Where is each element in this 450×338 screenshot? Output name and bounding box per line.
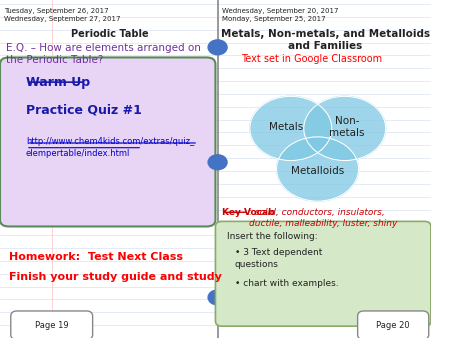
Text: : solid, conductors, insulators,
ductile, malleability, luster, shiny: : solid, conductors, insulators, ductile… — [249, 208, 397, 228]
Text: Insert the following:: Insert the following: — [227, 232, 318, 241]
Text: Page 20: Page 20 — [376, 321, 410, 330]
Text: Practice Quiz #1: Practice Quiz #1 — [26, 103, 142, 116]
Text: Metals: Metals — [270, 122, 304, 132]
Text: Wednesday, September 27, 2017: Wednesday, September 27, 2017 — [4, 16, 121, 22]
Circle shape — [304, 96, 386, 161]
Circle shape — [277, 137, 359, 201]
Text: Monday, September 25, 2017: Monday, September 25, 2017 — [222, 16, 325, 22]
Text: Wednesday, September 20, 2017: Wednesday, September 20, 2017 — [222, 8, 338, 15]
FancyBboxPatch shape — [11, 311, 93, 338]
FancyBboxPatch shape — [0, 57, 216, 226]
Text: Homework:  Test Next Class: Homework: Test Next Class — [9, 252, 183, 262]
Text: Metals, Non-metals, and Metalloids
and Families: Metals, Non-metals, and Metalloids and F… — [221, 29, 430, 51]
Circle shape — [250, 96, 332, 161]
Text: Text set in Google Classroom: Text set in Google Classroom — [241, 54, 382, 64]
Text: Warm Up: Warm Up — [26, 76, 90, 89]
Circle shape — [208, 155, 227, 170]
Text: Key Vocab: Key Vocab — [222, 208, 274, 217]
Circle shape — [208, 290, 227, 305]
Text: Page 19: Page 19 — [35, 321, 68, 330]
Text: Metalloids: Metalloids — [291, 166, 344, 176]
Text: E.Q. – How are elements arranged on
the Periodic Table?: E.Q. – How are elements arranged on the … — [6, 43, 201, 65]
Text: • chart with examples.: • chart with examples. — [235, 279, 338, 288]
FancyBboxPatch shape — [358, 311, 429, 338]
Text: http://www.chem4kids.com/extras/quiz_
elempertable/index.html: http://www.chem4kids.com/extras/quiz_ el… — [26, 137, 194, 158]
Text: Tuesday, September 26, 2017: Tuesday, September 26, 2017 — [4, 8, 109, 15]
Text: Finish your study guide and study: Finish your study guide and study — [9, 272, 221, 282]
Text: • 3 Text dependent
questions: • 3 Text dependent questions — [235, 248, 322, 268]
Text: Periodic Table: Periodic Table — [71, 29, 148, 39]
FancyBboxPatch shape — [216, 221, 431, 326]
Circle shape — [208, 40, 227, 55]
Text: Non-
metals: Non- metals — [329, 116, 364, 138]
